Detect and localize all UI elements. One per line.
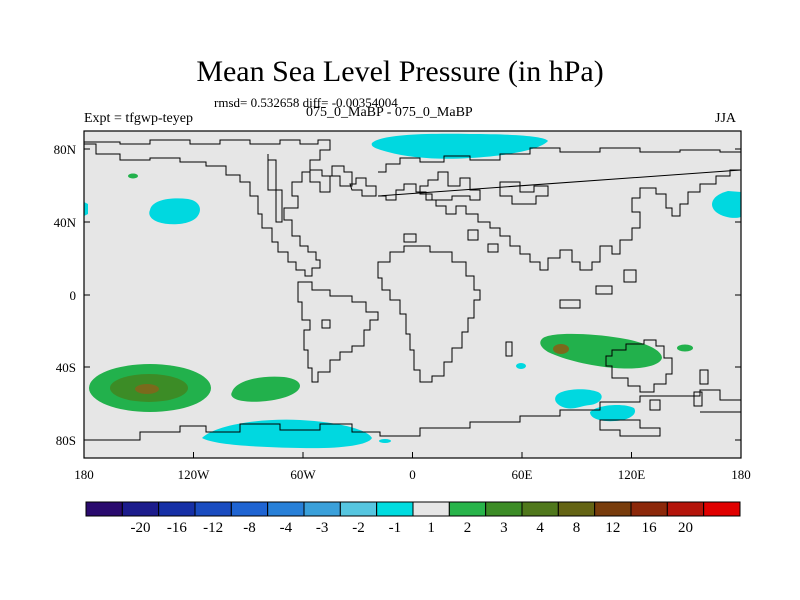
negative-anomaly-antarctic [202,419,372,449]
negative-anomaly-north-pacific [149,198,200,225]
colorbar-swatch [666,501,705,517]
positive-anomaly-south-pacific-core [135,384,159,394]
y-tick-label: 80N [54,142,77,157]
colorbar-swatch [158,501,196,517]
positive-anomaly-tasman [677,344,693,352]
rmsd-diff-stats: rmsd= 0.532658 diff= -0.00354004 [214,95,398,110]
experiment-label: Expt = tfgwp-teyep [84,111,193,126]
colorbar-swatch [557,501,596,517]
colorbar-swatch [339,501,378,517]
colorbar-label: 16 [642,520,658,536]
colorbar-label: -2 [352,520,365,536]
x-axis-labels: 180 120W 60W 0 60E 120E 180 [74,467,751,482]
page-title: Mean Sea Level Pressure (in hPa) [196,55,604,88]
colorbar-label: -1 [389,520,402,536]
colorbar-label: 4 [536,520,544,536]
x-tick-label: 60E [512,467,533,482]
colorbar-label: -8 [243,520,256,536]
colorbar-label: 12 [605,520,620,536]
colorbar-swatch [376,501,414,517]
x-tick-label: 180 [74,467,94,482]
colorbar-label: 20 [678,520,693,536]
positive-anomaly-indian-ocean [540,333,662,369]
colorbar-label: -20 [131,520,151,536]
negative-anomaly-antarctic-small [379,439,391,443]
colorbar-label: 2 [464,520,472,536]
colorbar-swatch [485,501,523,517]
colorbar-labels: -20 -16 -12 -8 -4 -3 -2 -1 1 2 3 4 8 12 16 20 [131,520,694,536]
colorbar-swatch [448,501,487,517]
negative-anomaly-southern-indian-2 [590,404,636,422]
colorbar-label: -16 [167,520,187,536]
colorbar [85,501,741,517]
colorbar-swatch [303,501,341,517]
coastlines [84,139,742,441]
colorbar-swatch [230,501,269,517]
anomaly-fills [84,133,741,449]
colorbar-swatch [267,501,305,517]
y-tick-label: 0 [70,288,77,303]
positive-anomaly-small-north [128,173,138,179]
colorbar-label: 8 [573,520,581,536]
x-tick-label: 60W [290,467,316,482]
x-tick-label: 120W [178,467,211,482]
colorbar-label: -3 [316,520,329,536]
y-tick-label: 40S [56,360,76,375]
colorbar-swatch [85,501,123,517]
plot-background [84,131,741,458]
y-axis-labels: 80N 40N 0 40S 80S [54,142,77,448]
colorbar-swatch [594,501,632,517]
negative-anomaly-east-edge [712,191,741,218]
y-tick-label: 40N [54,215,77,230]
colorbar-swatch [412,501,450,517]
negative-anomaly-small-indian [516,363,526,369]
tick-marks [83,148,742,458]
colorbar-label: -12 [203,520,223,536]
x-tick-label: 0 [409,467,416,482]
negative-anomaly-arctic [371,133,548,159]
x-tick-label: 120E [618,467,646,482]
y-tick-label: 80S [56,433,76,448]
colorbar-swatch [194,501,232,517]
negative-anomaly-southern-indian [555,389,602,409]
colorbar-swatch [521,501,559,517]
x-tick-label: 180 [731,467,751,482]
season-label: JJA [715,111,737,126]
colorbar-label: -4 [280,520,293,536]
colorbar-swatch [703,501,741,517]
colorbar-swatch [121,501,160,517]
experiment-comparison: 075_0_MaBP - 075_0_MaBP [306,105,473,120]
negative-anomaly-west-edge [84,202,88,216]
positive-anomaly-indian-ocean-core [553,344,569,354]
colorbar-label: 3 [500,520,508,536]
positive-anomaly-south-east-pacific [231,376,300,402]
colorbar-swatch [630,501,668,517]
colorbar-label: 1 [427,520,435,536]
